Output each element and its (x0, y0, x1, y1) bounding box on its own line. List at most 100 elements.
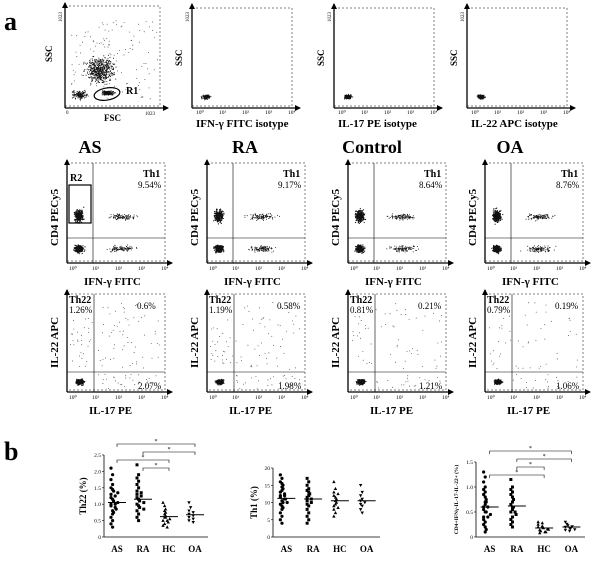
log-tick-label: 10⁴ (301, 266, 309, 272)
event-dot (363, 217, 365, 219)
event-dot (110, 65, 112, 67)
event-dot (78, 212, 80, 214)
event-dot (97, 80, 99, 82)
event-dot (391, 216, 393, 218)
event-dot (109, 70, 111, 73)
event-dot (535, 216, 537, 218)
event-dot (106, 92, 108, 94)
event-dot (78, 249, 80, 251)
event-dot (154, 331, 156, 332)
event-dot (358, 220, 360, 222)
event-dot (119, 216, 121, 218)
event-dot (71, 34, 73, 36)
event-dot (126, 246, 128, 248)
event-dot (402, 250, 404, 252)
event-dot (363, 250, 366, 252)
event-dot (209, 95, 211, 97)
event-dot (98, 61, 100, 63)
event-dot (104, 91, 106, 93)
event-dot (408, 246, 410, 248)
event-dot (114, 380, 116, 382)
log-tick-label: 10⁴ (579, 266, 587, 272)
event-dot (84, 92, 86, 94)
event-dot (119, 383, 121, 385)
event-dot (79, 366, 81, 367)
event-dot (361, 219, 363, 221)
event-dot (497, 216, 499, 218)
event-dot (101, 75, 103, 78)
event-dot (132, 216, 134, 218)
event-dot (399, 217, 401, 219)
event-dot (99, 61, 101, 63)
event-dot (104, 61, 106, 64)
event-dot (402, 219, 404, 221)
event-dot (363, 221, 365, 224)
event-dot (115, 251, 117, 253)
event-dot (114, 218, 116, 220)
event-dot (110, 76, 112, 78)
event-dot (497, 211, 499, 213)
event-dot (364, 218, 367, 221)
event-dot (547, 217, 549, 219)
event-dot (533, 248, 535, 250)
event-dot (72, 70, 74, 71)
th1-ylabel: CD4 PECy5 (467, 188, 479, 246)
event-dot (215, 251, 218, 253)
event-dot (102, 62, 104, 64)
event-dot (288, 312, 290, 313)
event-dot (111, 92, 113, 94)
event-dot (75, 245, 78, 247)
event-dot (87, 31, 89, 33)
event-dot (408, 248, 410, 250)
event-dot (389, 246, 391, 248)
event-dot (106, 38, 108, 39)
event-dot (103, 38, 105, 40)
event-dot (213, 216, 216, 218)
event-dot (530, 218, 532, 220)
event-dot (108, 75, 110, 77)
event-dot (246, 215, 248, 217)
event-dot (542, 248, 544, 250)
event-dot (395, 246, 397, 248)
event-dot (552, 215, 554, 217)
event-dot (219, 246, 221, 248)
event-dot (141, 65, 143, 67)
event-dot (104, 373, 106, 375)
event-dot (76, 219, 78, 222)
event-dot (400, 215, 402, 217)
event-dot (114, 63, 116, 65)
event-dot (214, 211, 216, 213)
event-dot (111, 332, 113, 334)
event-dot (355, 217, 357, 219)
event-dot (410, 247, 412, 249)
event-dot (116, 218, 118, 220)
event-dot (126, 218, 128, 220)
event-dot (76, 56, 78, 58)
event-dot (496, 248, 498, 250)
event-dot (114, 215, 116, 217)
event-dot (499, 213, 501, 215)
log-tick-label: 10⁴ (161, 395, 169, 401)
event-dot (100, 72, 102, 74)
event-dot (252, 216, 254, 218)
event-dot (358, 213, 360, 216)
event-dot (361, 252, 363, 254)
event-dot (398, 216, 400, 218)
event-dot (538, 250, 540, 252)
event-dot (401, 248, 403, 250)
event-dot (215, 382, 217, 384)
event-dot (93, 70, 94, 72)
event-dot (98, 82, 100, 84)
event-dot (105, 77, 108, 80)
event-dot (78, 63, 80, 65)
event-dot (113, 216, 115, 218)
event-dot (259, 215, 261, 217)
event-dot (265, 215, 267, 217)
event-dot (539, 245, 541, 247)
event-dot (397, 249, 399, 251)
gate-r1 (93, 87, 121, 101)
event-dot (396, 250, 398, 252)
event-dot (82, 74, 84, 76)
event-dot (88, 76, 90, 78)
event-dot (480, 94, 482, 96)
